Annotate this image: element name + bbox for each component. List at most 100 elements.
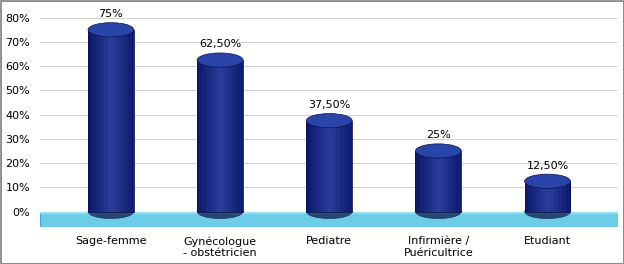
- Bar: [131, 30, 132, 211]
- Bar: [449, 151, 451, 211]
- Bar: [238, 60, 240, 211]
- Bar: [416, 151, 461, 211]
- Bar: [323, 121, 324, 211]
- Bar: [197, 60, 243, 211]
- Ellipse shape: [416, 144, 461, 158]
- Bar: [317, 121, 319, 211]
- Bar: [122, 30, 124, 211]
- Bar: [424, 151, 426, 211]
- Bar: [320, 121, 322, 211]
- Bar: [426, 151, 428, 211]
- Bar: [429, 151, 431, 211]
- Bar: [200, 60, 202, 211]
- Bar: [114, 30, 115, 211]
- Bar: [94, 30, 96, 211]
- Bar: [558, 181, 560, 211]
- Bar: [331, 121, 333, 211]
- Ellipse shape: [416, 204, 461, 219]
- Bar: [564, 181, 566, 211]
- Bar: [217, 60, 218, 211]
- Bar: [318, 121, 320, 211]
- Bar: [90, 30, 91, 211]
- Bar: [306, 121, 308, 211]
- Bar: [532, 181, 534, 211]
- Bar: [447, 151, 449, 211]
- Text: 62,50%: 62,50%: [199, 39, 241, 49]
- Bar: [334, 121, 336, 211]
- Bar: [225, 60, 227, 211]
- Bar: [351, 121, 353, 211]
- Bar: [329, 121, 331, 211]
- Bar: [111, 30, 112, 211]
- Bar: [106, 30, 108, 211]
- Bar: [115, 30, 117, 211]
- Ellipse shape: [88, 23, 134, 37]
- Bar: [451, 151, 452, 211]
- Bar: [88, 30, 134, 211]
- Bar: [455, 151, 457, 211]
- Ellipse shape: [525, 174, 570, 188]
- Ellipse shape: [88, 204, 134, 219]
- Bar: [237, 60, 238, 211]
- Bar: [550, 181, 552, 211]
- Bar: [561, 181, 563, 211]
- Bar: [198, 60, 200, 211]
- Bar: [525, 181, 570, 211]
- Bar: [547, 181, 549, 211]
- Bar: [313, 121, 314, 211]
- Bar: [431, 151, 432, 211]
- Bar: [534, 181, 535, 211]
- Bar: [416, 151, 417, 211]
- Ellipse shape: [197, 204, 243, 219]
- Bar: [543, 181, 545, 211]
- Bar: [328, 121, 329, 211]
- Bar: [215, 60, 217, 211]
- Bar: [220, 60, 222, 211]
- Bar: [537, 181, 539, 211]
- Bar: [102, 30, 104, 211]
- Bar: [211, 60, 213, 211]
- Bar: [234, 60, 235, 211]
- Bar: [341, 121, 343, 211]
- Bar: [231, 60, 232, 211]
- Bar: [112, 30, 114, 211]
- Bar: [338, 121, 340, 211]
- Bar: [444, 151, 446, 211]
- Bar: [311, 121, 313, 211]
- Bar: [420, 151, 422, 211]
- Bar: [125, 30, 126, 211]
- Bar: [528, 181, 529, 211]
- Bar: [340, 121, 341, 211]
- Bar: [335, 121, 337, 211]
- Bar: [132, 30, 134, 211]
- Bar: [99, 30, 100, 211]
- Bar: [545, 181, 546, 211]
- Bar: [314, 121, 316, 211]
- Bar: [460, 151, 461, 211]
- Bar: [208, 60, 210, 211]
- Bar: [436, 151, 437, 211]
- Bar: [423, 151, 425, 211]
- Bar: [437, 151, 439, 211]
- Bar: [306, 121, 352, 211]
- Bar: [343, 121, 344, 211]
- Ellipse shape: [306, 114, 352, 128]
- Bar: [454, 151, 456, 211]
- Bar: [346, 121, 348, 211]
- Bar: [197, 60, 199, 211]
- Bar: [458, 151, 460, 211]
- Bar: [95, 30, 97, 211]
- Bar: [434, 151, 436, 211]
- Bar: [240, 60, 241, 211]
- Bar: [443, 151, 444, 211]
- Bar: [569, 181, 570, 211]
- Bar: [321, 121, 323, 211]
- FancyBboxPatch shape: [40, 211, 618, 214]
- Bar: [560, 181, 562, 211]
- Bar: [439, 151, 440, 211]
- Ellipse shape: [525, 204, 570, 219]
- Bar: [223, 60, 225, 211]
- Bar: [129, 30, 131, 211]
- Bar: [422, 151, 423, 211]
- Bar: [109, 30, 111, 211]
